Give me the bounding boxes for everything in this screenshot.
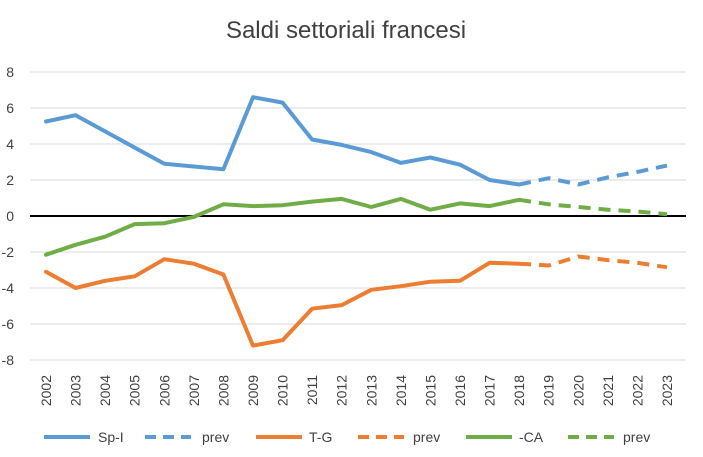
x-tick-label: 2004 [97, 375, 113, 406]
y-tick-label: -6 [2, 316, 15, 332]
y-tick-label: -2 [2, 244, 15, 260]
series-line [518, 197, 668, 217]
legend-label: -CA [519, 429, 544, 445]
x-tick-label: 2011 [304, 375, 320, 405]
legend: Sp-I prev T-G prev -CA prev [44, 429, 650, 445]
series-line [44, 257, 522, 348]
y-tick-label: 8 [6, 64, 14, 80]
x-tick-label: 2020 [570, 375, 586, 406]
legend-label: prev [623, 429, 650, 445]
x-tick-label: 2022 [629, 375, 645, 406]
chart-title: Saldi settoriali francesi [226, 17, 466, 44]
x-tick-label: 2010 [275, 375, 291, 406]
x-tick-label: 2006 [156, 375, 172, 406]
y-tick-label: 6 [6, 100, 14, 116]
x-tick-label: 2003 [68, 375, 84, 406]
legend-label: T-G [309, 429, 332, 445]
x-tick-label: 2016 [452, 375, 468, 406]
y-tick-label: 2 [6, 172, 14, 188]
x-tick-label: 2014 [393, 375, 409, 406]
legend-label: prev [413, 429, 440, 445]
series-line [518, 163, 668, 187]
gridlines [30, 71, 686, 361]
x-tick-label: 2019 [541, 375, 557, 406]
y-tick-label: -4 [2, 280, 15, 296]
y-tick-label: 4 [6, 136, 14, 152]
x-tick-label: 2021 [600, 375, 616, 406]
x-tick-label: 2002 [38, 375, 54, 406]
y-tick-label: 0 [6, 208, 14, 224]
legend-label: prev [202, 429, 229, 445]
x-tick-label: 2017 [482, 375, 498, 406]
series-line [44, 95, 522, 187]
y-axis-ticks: -8 -6 -4 -2 0 2 4 6 8 [2, 64, 15, 368]
series-line [518, 254, 668, 270]
x-tick-label: 2007 [186, 375, 202, 406]
x-tick-label: 2013 [363, 375, 379, 406]
x-tick-label: 2012 [334, 375, 350, 406]
x-tick-label: 2023 [659, 375, 675, 406]
series-lines [44, 95, 668, 348]
y-tick-label: -8 [2, 352, 15, 368]
x-tick-label: 2009 [245, 375, 261, 406]
x-tick-label: 2005 [127, 375, 143, 406]
x-tick-label: 2015 [422, 375, 438, 406]
series-line [44, 196, 522, 257]
x-tick-label: 2008 [215, 375, 231, 406]
legend-label: Sp-I [98, 429, 124, 445]
x-axis-ticks: 2002 2003 2004 2005 2006 2007 2008 2009 2010 2011… [38, 375, 675, 406]
x-tick-label: 2018 [511, 375, 527, 406]
